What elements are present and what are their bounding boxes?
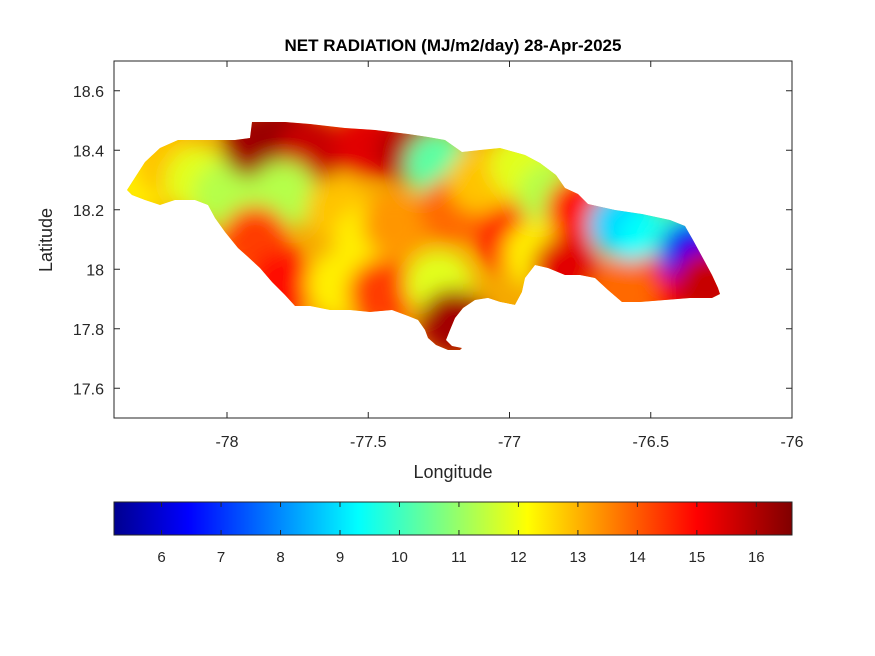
chart-title: NET RADIATION (MJ/m2/day) 28-Apr-2025 — [285, 36, 622, 55]
colorbar-tick-label: 14 — [629, 549, 646, 566]
x-axis-label: Longitude — [413, 462, 492, 482]
colorbar: 6 7 8 9 10 11 12 13 14 15 16 — [113, 501, 793, 566]
heatmap-cell — [362, 190, 431, 259]
y-axis: 17.6 17.8 18 18.2 18.4 18.6 — [73, 84, 792, 398]
colorbar-tick-label: 9 — [336, 549, 344, 566]
y-tick-label: 18.6 — [73, 84, 104, 101]
colorbar-tick-label: 15 — [688, 549, 705, 566]
y-tick-label: 18.4 — [73, 143, 104, 160]
x-tick-label: -76.5 — [633, 434, 670, 451]
x-axis: -78 -77.5 -77 -76.5 -76 — [215, 61, 804, 451]
colorbar-tick-label: 7 — [217, 549, 225, 566]
colorbar-ticks: 6 7 8 9 10 11 12 13 14 15 16 — [157, 502, 765, 566]
colorbar-tick-label: 6 — [157, 549, 165, 566]
y-tick-label: 17.8 — [73, 322, 104, 339]
y-tick-label: 17.6 — [73, 381, 104, 398]
y-tick-label: 18 — [86, 262, 104, 279]
y-tick-label: 18.2 — [73, 203, 104, 220]
y-axis-label: Latitude — [36, 208, 56, 272]
x-tick-label: -76 — [780, 434, 803, 451]
heatmap-cell — [348, 259, 417, 328]
colorbar-tick-label: 8 — [276, 549, 284, 566]
x-tick-label: -77 — [498, 434, 521, 451]
colorbar-tick-label: 10 — [391, 549, 408, 566]
colorbar-tick-label: 13 — [570, 549, 587, 566]
colorbar-gradient — [113, 501, 793, 536]
x-tick-label: -77.5 — [350, 434, 387, 451]
colorbar-tick-label: 12 — [510, 549, 527, 566]
colorbar-tick-label: 16 — [748, 549, 765, 566]
x-tick-label: -78 — [215, 434, 238, 451]
colorbar-tick-label: 11 — [451, 549, 467, 566]
